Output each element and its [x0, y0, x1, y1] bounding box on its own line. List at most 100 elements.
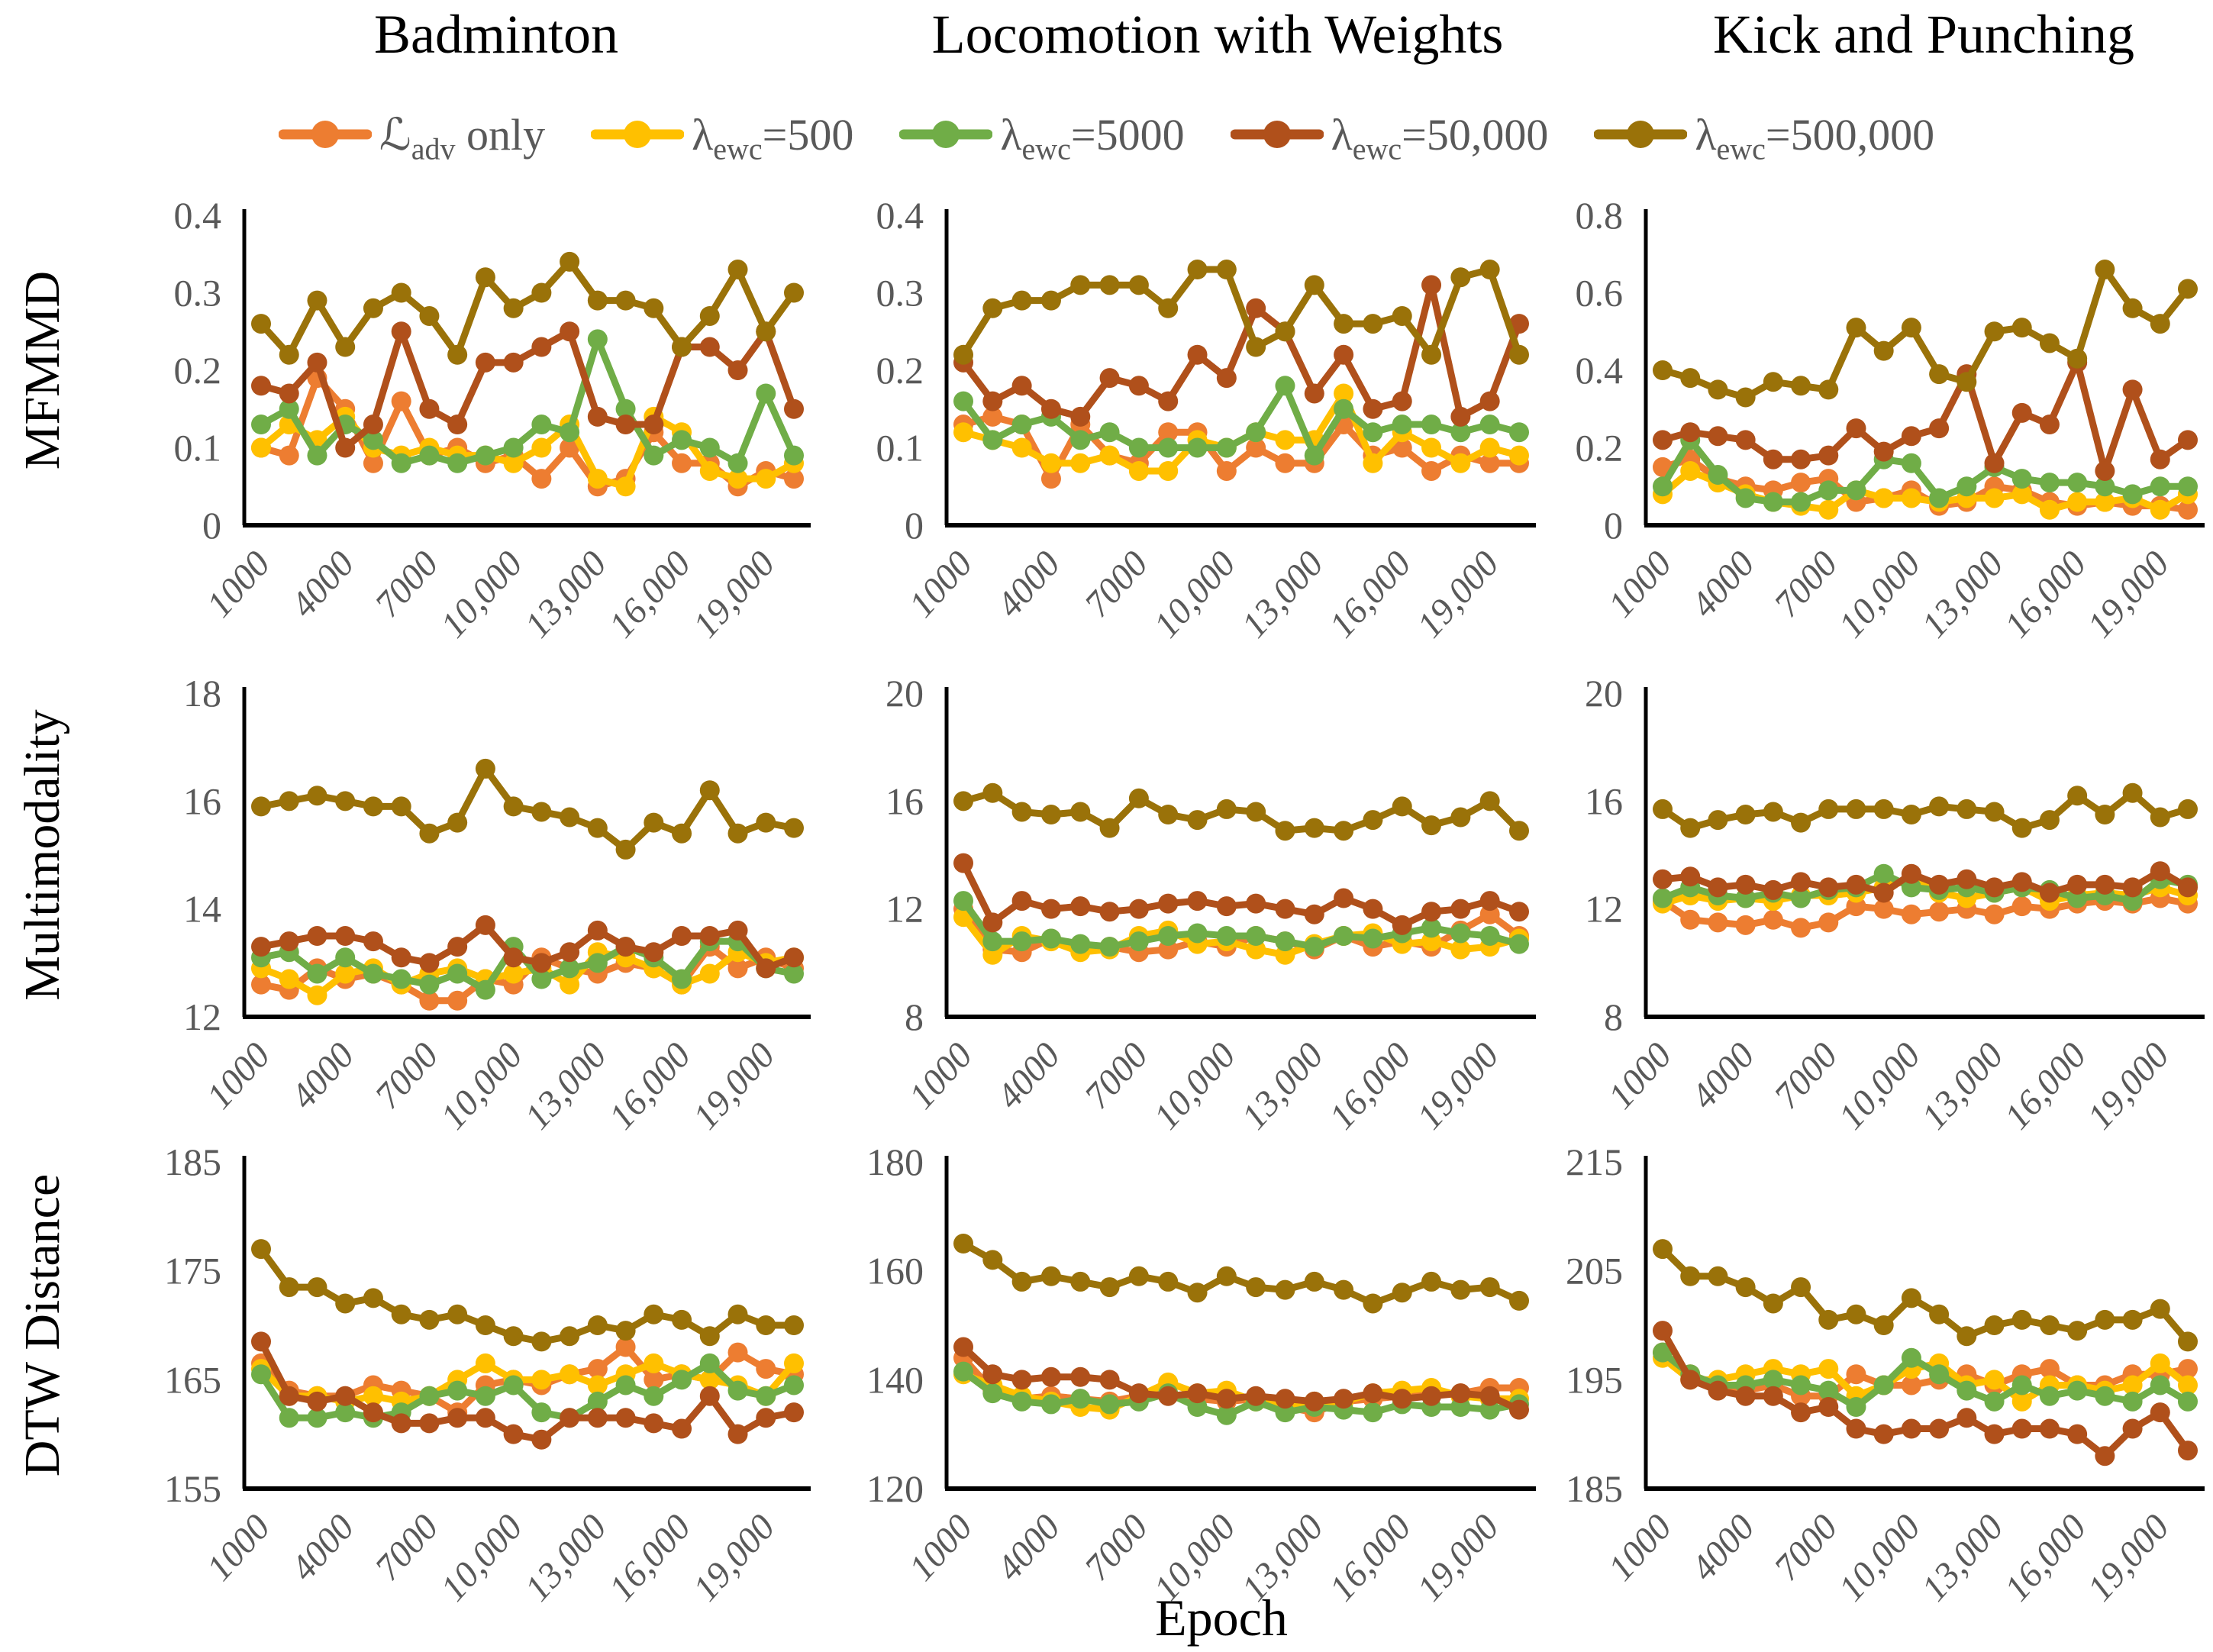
data-point: [1929, 1304, 1950, 1325]
data-point: [1187, 1397, 1208, 1417]
data-point: [1011, 802, 1032, 822]
data-point: [2095, 260, 2115, 280]
y-tick-label: 0.1: [174, 427, 222, 469]
data-point: [391, 321, 411, 342]
y-tick-label: 120: [866, 1467, 924, 1510]
data-point: [251, 314, 271, 334]
data-point: [1509, 344, 1529, 365]
data-point: [1846, 480, 1866, 501]
data-point: [1334, 926, 1354, 946]
x-tick-label: 7000: [1076, 1035, 1156, 1117]
data-point: [1070, 896, 1091, 917]
data-point: [1070, 934, 1091, 954]
data-point: [560, 958, 580, 979]
data-point: [1099, 368, 1120, 389]
data-point: [1873, 1424, 1894, 1444]
y-tick-label: 0: [202, 504, 221, 547]
data-point: [587, 818, 608, 838]
data-point: [1708, 379, 1728, 400]
data-point: [1011, 415, 1032, 435]
data-point: [1509, 445, 1529, 466]
y-tick-label: 0.2: [876, 349, 924, 392]
data-point: [1929, 874, 1950, 895]
data-point: [1957, 1380, 1977, 1401]
chart-locomotion-with-weights-mfmmd: 0 0.1 0.2 0.3 0.4 1000 4000 700010,00013,00016,…: [876, 194, 1536, 646]
data-point: [699, 1370, 720, 1390]
x-tick-label: 7000: [367, 544, 447, 625]
data-point: [363, 1386, 383, 1406]
data-point: [307, 1408, 327, 1428]
data-point: [1509, 422, 1529, 443]
data-point: [1653, 476, 1673, 497]
data-point: [1246, 298, 1266, 318]
data-point: [1846, 418, 1866, 439]
data-point: [2095, 1386, 2115, 1406]
series-ewc50000: [251, 321, 804, 458]
data-point: [2095, 492, 2115, 512]
data-point: [2122, 782, 2143, 803]
data-point: [1791, 918, 1811, 938]
data-point: [784, 963, 804, 984]
data-point: [2011, 318, 2032, 338]
data-point: [1246, 893, 1266, 914]
data-point: [531, 802, 552, 822]
data-point: [1363, 810, 1383, 831]
legend-label: ℒadv only: [379, 110, 546, 166]
data-point: [391, 1304, 411, 1325]
data-point: [1187, 923, 1208, 944]
data-point: [953, 791, 973, 811]
y-tick-label: 0.2: [174, 349, 222, 392]
data-point: [2039, 810, 2060, 831]
legend-item-ewc-50000: λewc=50,000: [1230, 109, 1548, 164]
data-point: [1735, 805, 1756, 824]
data-point: [279, 969, 299, 989]
data-point: [2039, 415, 2060, 435]
x-tick-label: 7000: [1766, 544, 1846, 625]
data-point: [1929, 902, 1950, 922]
data-point: [1873, 799, 1894, 819]
data-point: [503, 1326, 524, 1347]
chart-badminton-mfmmd: 0 0.1 0.2 0.3 0.4 1000 4000 700010,00013,00016,…: [174, 194, 811, 645]
data-point: [1275, 321, 1295, 342]
data-point: [644, 1370, 664, 1390]
x-tick-label: 13,000: [1234, 544, 1331, 646]
data-point: [1846, 1304, 1866, 1325]
data-point: [1040, 1266, 1061, 1286]
data-point: [727, 260, 748, 280]
data-point: [447, 1408, 468, 1428]
data-point: [1763, 1386, 1783, 1406]
data-point: [1128, 788, 1149, 808]
data-point: [1040, 453, 1061, 473]
x-tick-label: 13,000: [1914, 544, 2011, 646]
data-point: [953, 891, 973, 912]
data-point: [2067, 348, 2088, 369]
data-point: [1873, 1315, 1894, 1335]
data-point: [982, 391, 1003, 411]
data-point: [2039, 1386, 2060, 1406]
data-point: [1653, 799, 1673, 819]
data-point: [391, 282, 411, 303]
data-point: [1763, 372, 1783, 392]
data-point: [1158, 1271, 1179, 1292]
data-point: [953, 1337, 973, 1357]
data-point: [447, 1304, 468, 1325]
x-tick-label: 1000: [199, 1035, 279, 1117]
data-point: [2095, 1446, 2115, 1466]
chart-locomotion-with-weights-dtw-distance: 120 140 160 180 1000 4000 700010,00013,00016,0…: [866, 1141, 1536, 1608]
y-tick-label: 0: [1604, 504, 1623, 547]
data-point: [615, 1321, 636, 1341]
data-point: [419, 1386, 440, 1406]
data-point: [1873, 441, 1894, 462]
data-point: [1763, 449, 1783, 469]
data-point: [1708, 1266, 1728, 1286]
data-point: [1901, 488, 1921, 508]
data-point: [251, 1364, 271, 1385]
y-tick-label: 12: [183, 995, 221, 1038]
data-point: [1246, 926, 1266, 946]
data-point: [1246, 1386, 1266, 1406]
data-point: [1450, 1279, 1471, 1300]
data-point: [335, 1293, 356, 1314]
series-ewc500000: [1653, 1239, 2198, 1352]
x-tick-label: 10,000: [1146, 1507, 1244, 1609]
data-point: [1984, 802, 2005, 822]
